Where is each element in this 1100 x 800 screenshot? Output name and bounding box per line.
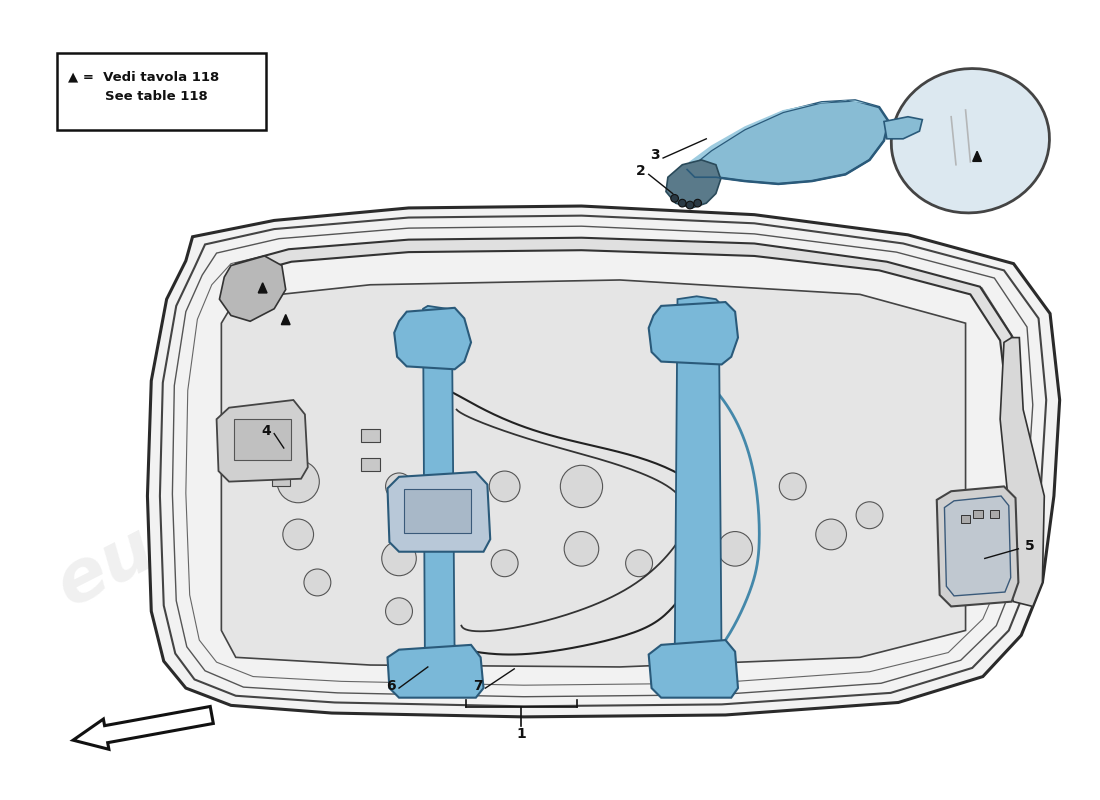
Circle shape (382, 541, 416, 576)
Polygon shape (258, 283, 267, 293)
Bar (361, 458, 379, 471)
Polygon shape (666, 160, 720, 208)
Polygon shape (688, 101, 879, 170)
Polygon shape (387, 472, 491, 552)
Circle shape (686, 202, 694, 209)
Circle shape (856, 502, 883, 529)
Text: eurob2parts: eurob2parts (45, 332, 522, 622)
Polygon shape (219, 256, 286, 322)
Polygon shape (221, 280, 966, 667)
Circle shape (492, 550, 518, 577)
Circle shape (564, 531, 598, 566)
Bar (960, 515, 970, 523)
Circle shape (490, 471, 520, 502)
Circle shape (626, 550, 652, 577)
Text: a passion since1985: a passion since1985 (294, 525, 659, 698)
Circle shape (816, 519, 847, 550)
Text: ▲ =  Vedi tavola 118: ▲ = Vedi tavola 118 (68, 70, 219, 84)
Circle shape (386, 598, 412, 625)
Circle shape (283, 519, 313, 550)
Polygon shape (1000, 338, 1044, 606)
Bar (404, 490, 471, 533)
Circle shape (671, 194, 679, 202)
Text: 7: 7 (473, 679, 483, 693)
Polygon shape (937, 486, 1019, 606)
Circle shape (304, 569, 331, 596)
Circle shape (277, 461, 319, 502)
Bar (990, 510, 999, 518)
Circle shape (679, 199, 686, 207)
Polygon shape (282, 314, 290, 325)
Text: 4: 4 (262, 424, 272, 438)
Bar (273, 450, 289, 462)
Bar (234, 419, 292, 459)
Circle shape (694, 199, 702, 207)
Bar (273, 475, 289, 486)
Polygon shape (649, 640, 738, 698)
Polygon shape (387, 645, 484, 698)
Polygon shape (688, 101, 889, 184)
Text: 1: 1 (516, 727, 526, 741)
Text: 3: 3 (650, 148, 660, 162)
Text: 2: 2 (636, 165, 646, 178)
Polygon shape (884, 117, 923, 139)
Polygon shape (424, 306, 454, 674)
Polygon shape (674, 296, 722, 674)
Polygon shape (394, 308, 471, 370)
Text: since1985: since1985 (683, 379, 902, 498)
Circle shape (718, 531, 752, 566)
Polygon shape (945, 496, 1011, 596)
Text: 5: 5 (1025, 539, 1035, 553)
Text: See table 118: See table 118 (68, 90, 208, 103)
Polygon shape (217, 400, 308, 482)
Text: 6: 6 (386, 679, 396, 693)
Polygon shape (147, 206, 1059, 717)
Ellipse shape (891, 69, 1049, 213)
Circle shape (680, 469, 714, 504)
Polygon shape (649, 302, 738, 365)
Circle shape (560, 466, 603, 507)
Bar (974, 510, 982, 518)
Polygon shape (972, 151, 981, 162)
Circle shape (386, 473, 412, 500)
Circle shape (779, 473, 806, 500)
FancyBboxPatch shape (57, 54, 265, 130)
FancyArrow shape (73, 706, 213, 750)
Bar (361, 429, 379, 442)
Polygon shape (235, 238, 1018, 414)
